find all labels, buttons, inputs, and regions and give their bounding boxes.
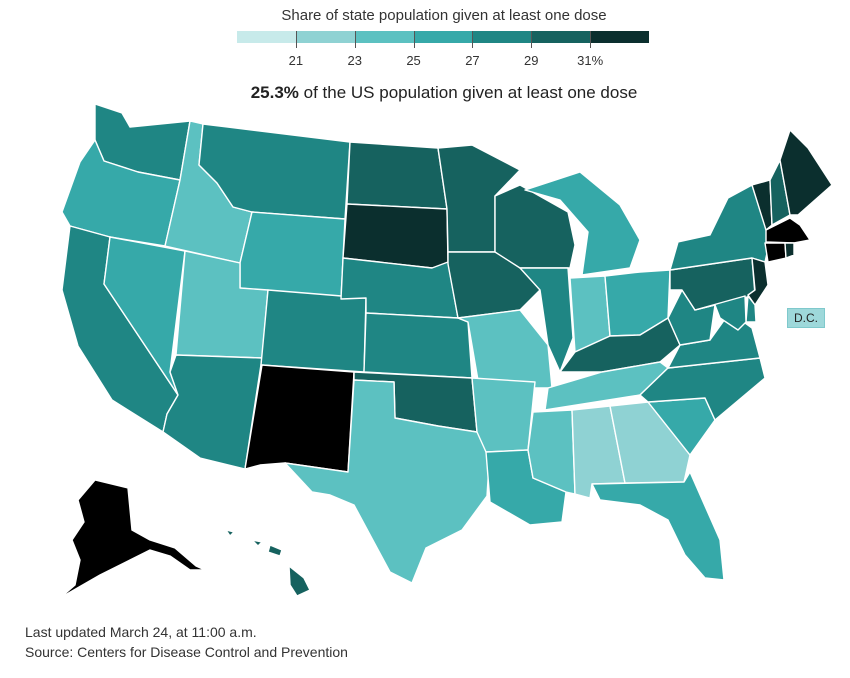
legend-swatch — [472, 31, 532, 43]
state-AR[interactable] — [471, 377, 536, 453]
state-CO[interactable] — [260, 289, 367, 373]
state-NY[interactable] — [669, 184, 771, 271]
dc-label: D.C. — [787, 308, 825, 328]
legend-ticks — [237, 31, 649, 51]
last-updated: Last updated March 24, at 11:00 a.m. — [25, 624, 257, 640]
legend-tick-label: 29 — [524, 53, 539, 68]
legend-tick-label: 21 — [288, 53, 304, 68]
legend-tick-label: 31% — [577, 53, 604, 68]
headline: 25.3% of the US population given at leas… — [0, 83, 850, 103]
state-MO[interactable] — [457, 309, 553, 393]
legend-tick — [472, 31, 474, 48]
legend-tick — [531, 31, 533, 48]
state-TX[interactable] — [284, 379, 491, 584]
state-MI[interactable] — [524, 171, 641, 276]
legend-tick — [413, 31, 415, 48]
legend-tick — [354, 31, 356, 48]
state-DE[interactable] — [745, 295, 757, 323]
state-KS[interactable] — [363, 312, 473, 379]
legend-swatch — [237, 31, 296, 43]
state-FL[interactable] — [591, 471, 725, 581]
legend-swatch — [590, 31, 650, 43]
footer: Last updated March 24, at 11:00 a.m. Sou… — [25, 622, 348, 662]
state-ND[interactable] — [346, 141, 448, 210]
headline-value: 25.3% — [250, 83, 299, 102]
legend-swatch — [295, 31, 355, 43]
legend-tick-label: 23 — [347, 53, 362, 68]
state-WY[interactable] — [239, 211, 346, 300]
state-AK[interactable] — [59, 479, 206, 599]
state-GA[interactable] — [609, 401, 691, 484]
state-HI-4[interactable] — [225, 529, 235, 537]
legend-tick-label: 25 — [406, 53, 421, 68]
state-HI-3[interactable] — [251, 539, 263, 547]
legend-tick — [590, 31, 592, 48]
legend-swatch — [354, 31, 414, 43]
state-ME[interactable] — [779, 129, 833, 216]
state-MD[interactable] — [694, 295, 747, 331]
legend-title: Share of state population given at least… — [281, 7, 607, 24]
legend-color-bar — [237, 31, 650, 43]
source-note: Source: Centers for Disease Control and … — [25, 644, 348, 660]
legend-tick-label: 27 — [465, 53, 480, 68]
legend-tick-labels: 21 23 25 27 29 31% — [0, 53, 850, 71]
legend-swatch — [413, 31, 473, 43]
headline-text: of the US population given at least one … — [298, 83, 638, 102]
state-RI[interactable] — [784, 242, 795, 259]
state-MA[interactable] — [765, 217, 811, 244]
state-NM[interactable] — [244, 364, 355, 473]
state-CT[interactable] — [764, 242, 787, 263]
state-AZ[interactable] — [162, 354, 263, 470]
legend-swatch — [531, 31, 591, 43]
state-HI-2[interactable] — [267, 544, 283, 557]
state-HI[interactable] — [288, 565, 311, 597]
state-SD[interactable] — [342, 203, 449, 269]
legend-tick — [295, 31, 297, 48]
